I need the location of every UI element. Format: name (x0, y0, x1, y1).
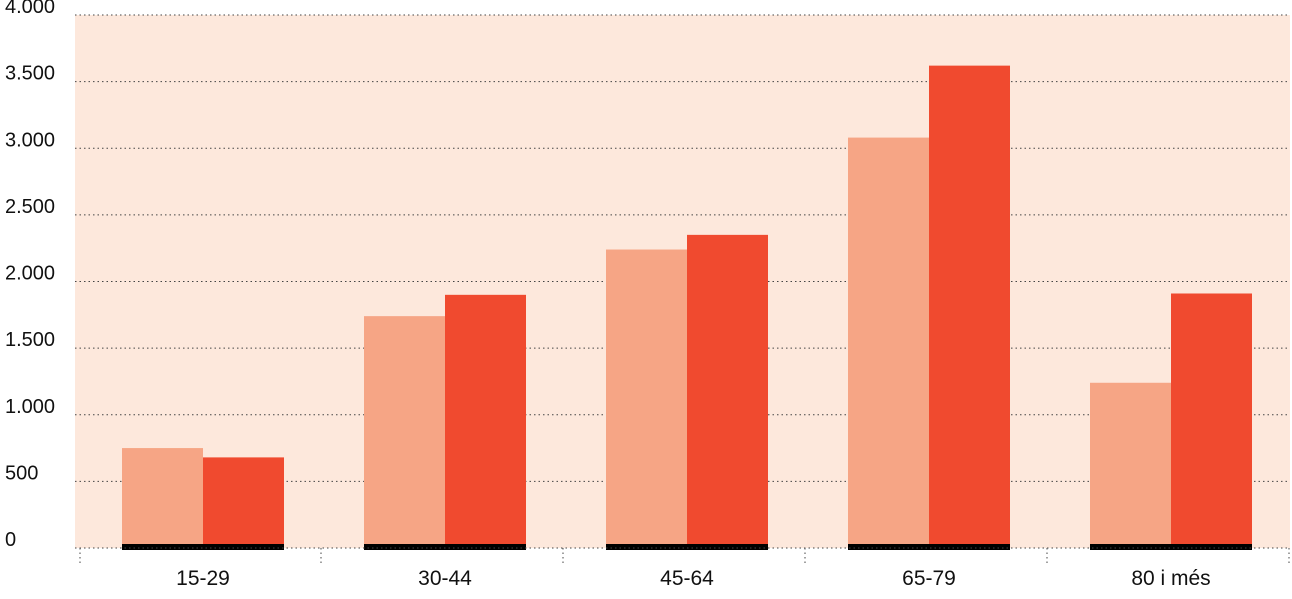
bar (364, 316, 445, 548)
x-tick-label: 65-79 (902, 567, 956, 590)
bar (445, 294, 526, 548)
y-tick-label: 500 (5, 462, 38, 484)
bar (1090, 382, 1171, 548)
bars (122, 65, 1252, 549)
bar (606, 249, 687, 548)
baseline-markers (122, 544, 1252, 550)
baseline-marker (364, 544, 526, 550)
x-axis: 15-29 30-44 45-64 65-79 80 i més (75, 547, 1290, 590)
y-tick-label: 3.000 (5, 129, 55, 151)
x-tick-label: 45-64 (660, 567, 714, 590)
y-tick-label: 4.000 (5, 0, 55, 18)
y-axis: 0 500 1.000 1.500 2.000 2.500 3.000 3.500 4.000 (5, 0, 55, 551)
x-tick-label: 30-44 (418, 567, 472, 590)
bar (687, 234, 768, 549)
baseline-marker (122, 544, 284, 550)
baseline-marker (606, 544, 768, 550)
bar (848, 137, 929, 548)
baseline-marker (848, 544, 1010, 550)
x-tick-label: 15-29 (176, 567, 230, 590)
y-tick-label: 0 (5, 529, 16, 551)
y-tick-label: 3.500 (5, 63, 55, 85)
y-tick-label: 2.000 (5, 263, 55, 285)
y-tick-label: 1.000 (5, 396, 55, 418)
bar (203, 457, 284, 548)
y-tick-label: 1.500 (5, 329, 55, 351)
bar (1171, 293, 1252, 548)
bar (929, 65, 1010, 548)
bar (122, 448, 203, 548)
baseline-marker (1090, 544, 1252, 550)
x-tick-label: 80 i més (1131, 567, 1210, 590)
y-tick-label: 2.500 (5, 196, 55, 218)
